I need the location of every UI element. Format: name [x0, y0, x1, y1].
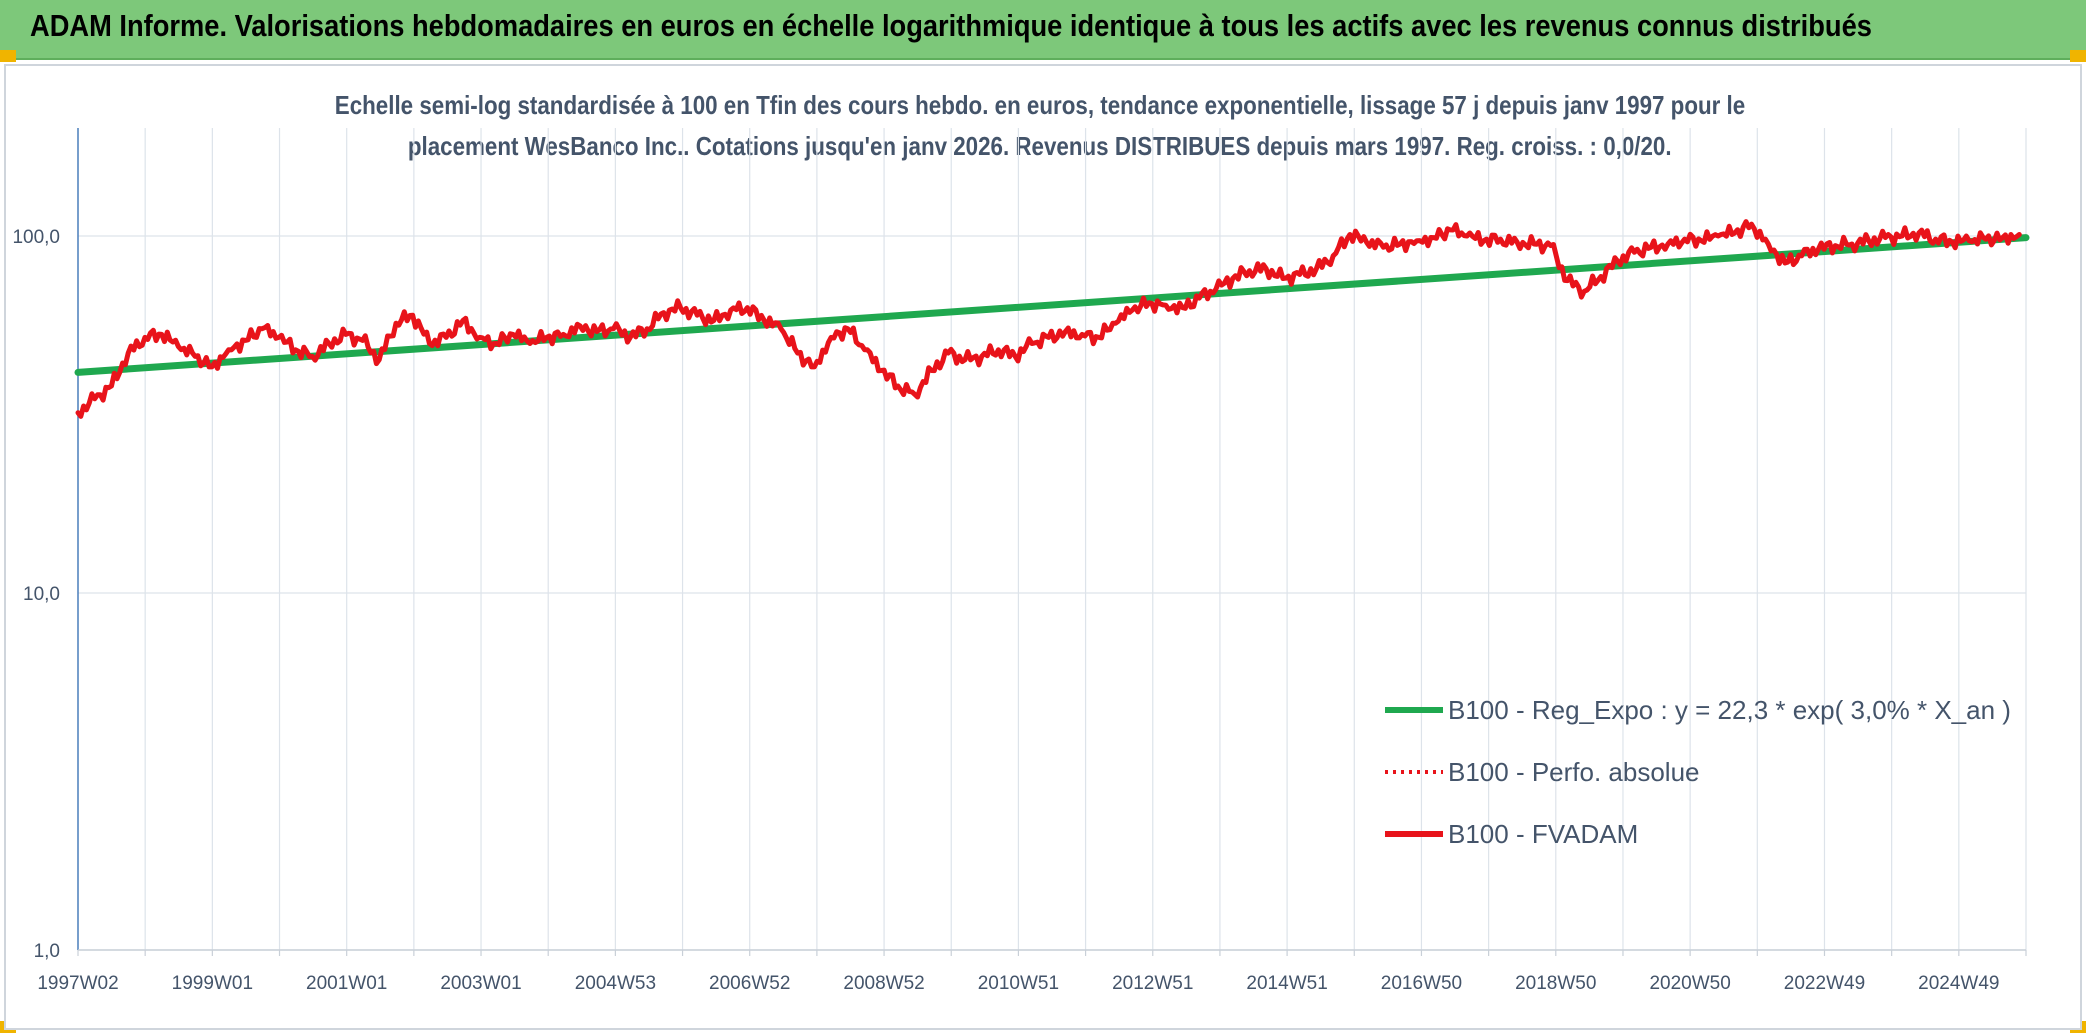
- x-tick-label: 2004W53: [575, 973, 656, 994]
- x-tick-label: 2003W01: [440, 973, 521, 994]
- x-tick-label: 1997W02: [37, 973, 118, 994]
- chart-title-line1: Echelle semi-log standardisée à 100 en T…: [334, 90, 1746, 120]
- x-tick-label: 2020W50: [1649, 973, 1730, 994]
- x-tick-label: 2006W52: [709, 973, 790, 994]
- series-line-regression: [74, 234, 2030, 376]
- x-tick-label: 2024W49: [1918, 973, 1999, 994]
- tick-labels: 100,0 10,0 1,0 1997W02 1999W01 2001W01 2003W01…: [12, 227, 1999, 994]
- chart-title-line2: placement WesBanco Inc.. Cotations jusqu…: [408, 131, 1672, 161]
- y-tick-label: 10,0: [23, 584, 60, 605]
- corner-marker: [0, 50, 16, 62]
- y-tick-label: 100,0: [12, 227, 60, 248]
- legend-entry: B100 - Perfo. absolue: [1448, 757, 1700, 787]
- corner-marker: [2070, 50, 2086, 62]
- legend-entry: B100 - FVADAM: [1448, 819, 1638, 849]
- x-tick-label: 2012W51: [1112, 973, 1193, 994]
- x-tick-label: 2014W51: [1246, 973, 1327, 994]
- x-tick-label: 2001W01: [306, 973, 387, 994]
- page-title: ADAM Informe. Valorisations hebdomadaire…: [30, 8, 1872, 43]
- chart-frame: [4, 64, 2082, 1030]
- legend: B100 - Reg_Expo : y = 22,3 * exp( 3,0% *…: [1385, 695, 2011, 849]
- legend-entry: B100 - Reg_Expo : y = 22,3 * exp( 3,0% *…: [1448, 695, 2011, 725]
- series-line-fvadam: [75, 219, 2022, 419]
- x-tick-label: 2022W49: [1784, 973, 1865, 994]
- x-tick-label: 2008W52: [843, 973, 924, 994]
- x-tick-label: 2018W50: [1515, 973, 1596, 994]
- x-tick-label: 1999W01: [172, 973, 253, 994]
- grid-lines: [78, 128, 2027, 951]
- app-header: ADAM Informe. Valorisations hebdomadaire…: [0, 0, 2086, 60]
- series-lines: [74, 219, 2030, 419]
- x-tick-label: 2010W51: [978, 973, 1059, 994]
- x-tick-label: 2016W50: [1381, 973, 1462, 994]
- axes: [77, 128, 2027, 956]
- y-tick-label: 1,0: [34, 941, 60, 962]
